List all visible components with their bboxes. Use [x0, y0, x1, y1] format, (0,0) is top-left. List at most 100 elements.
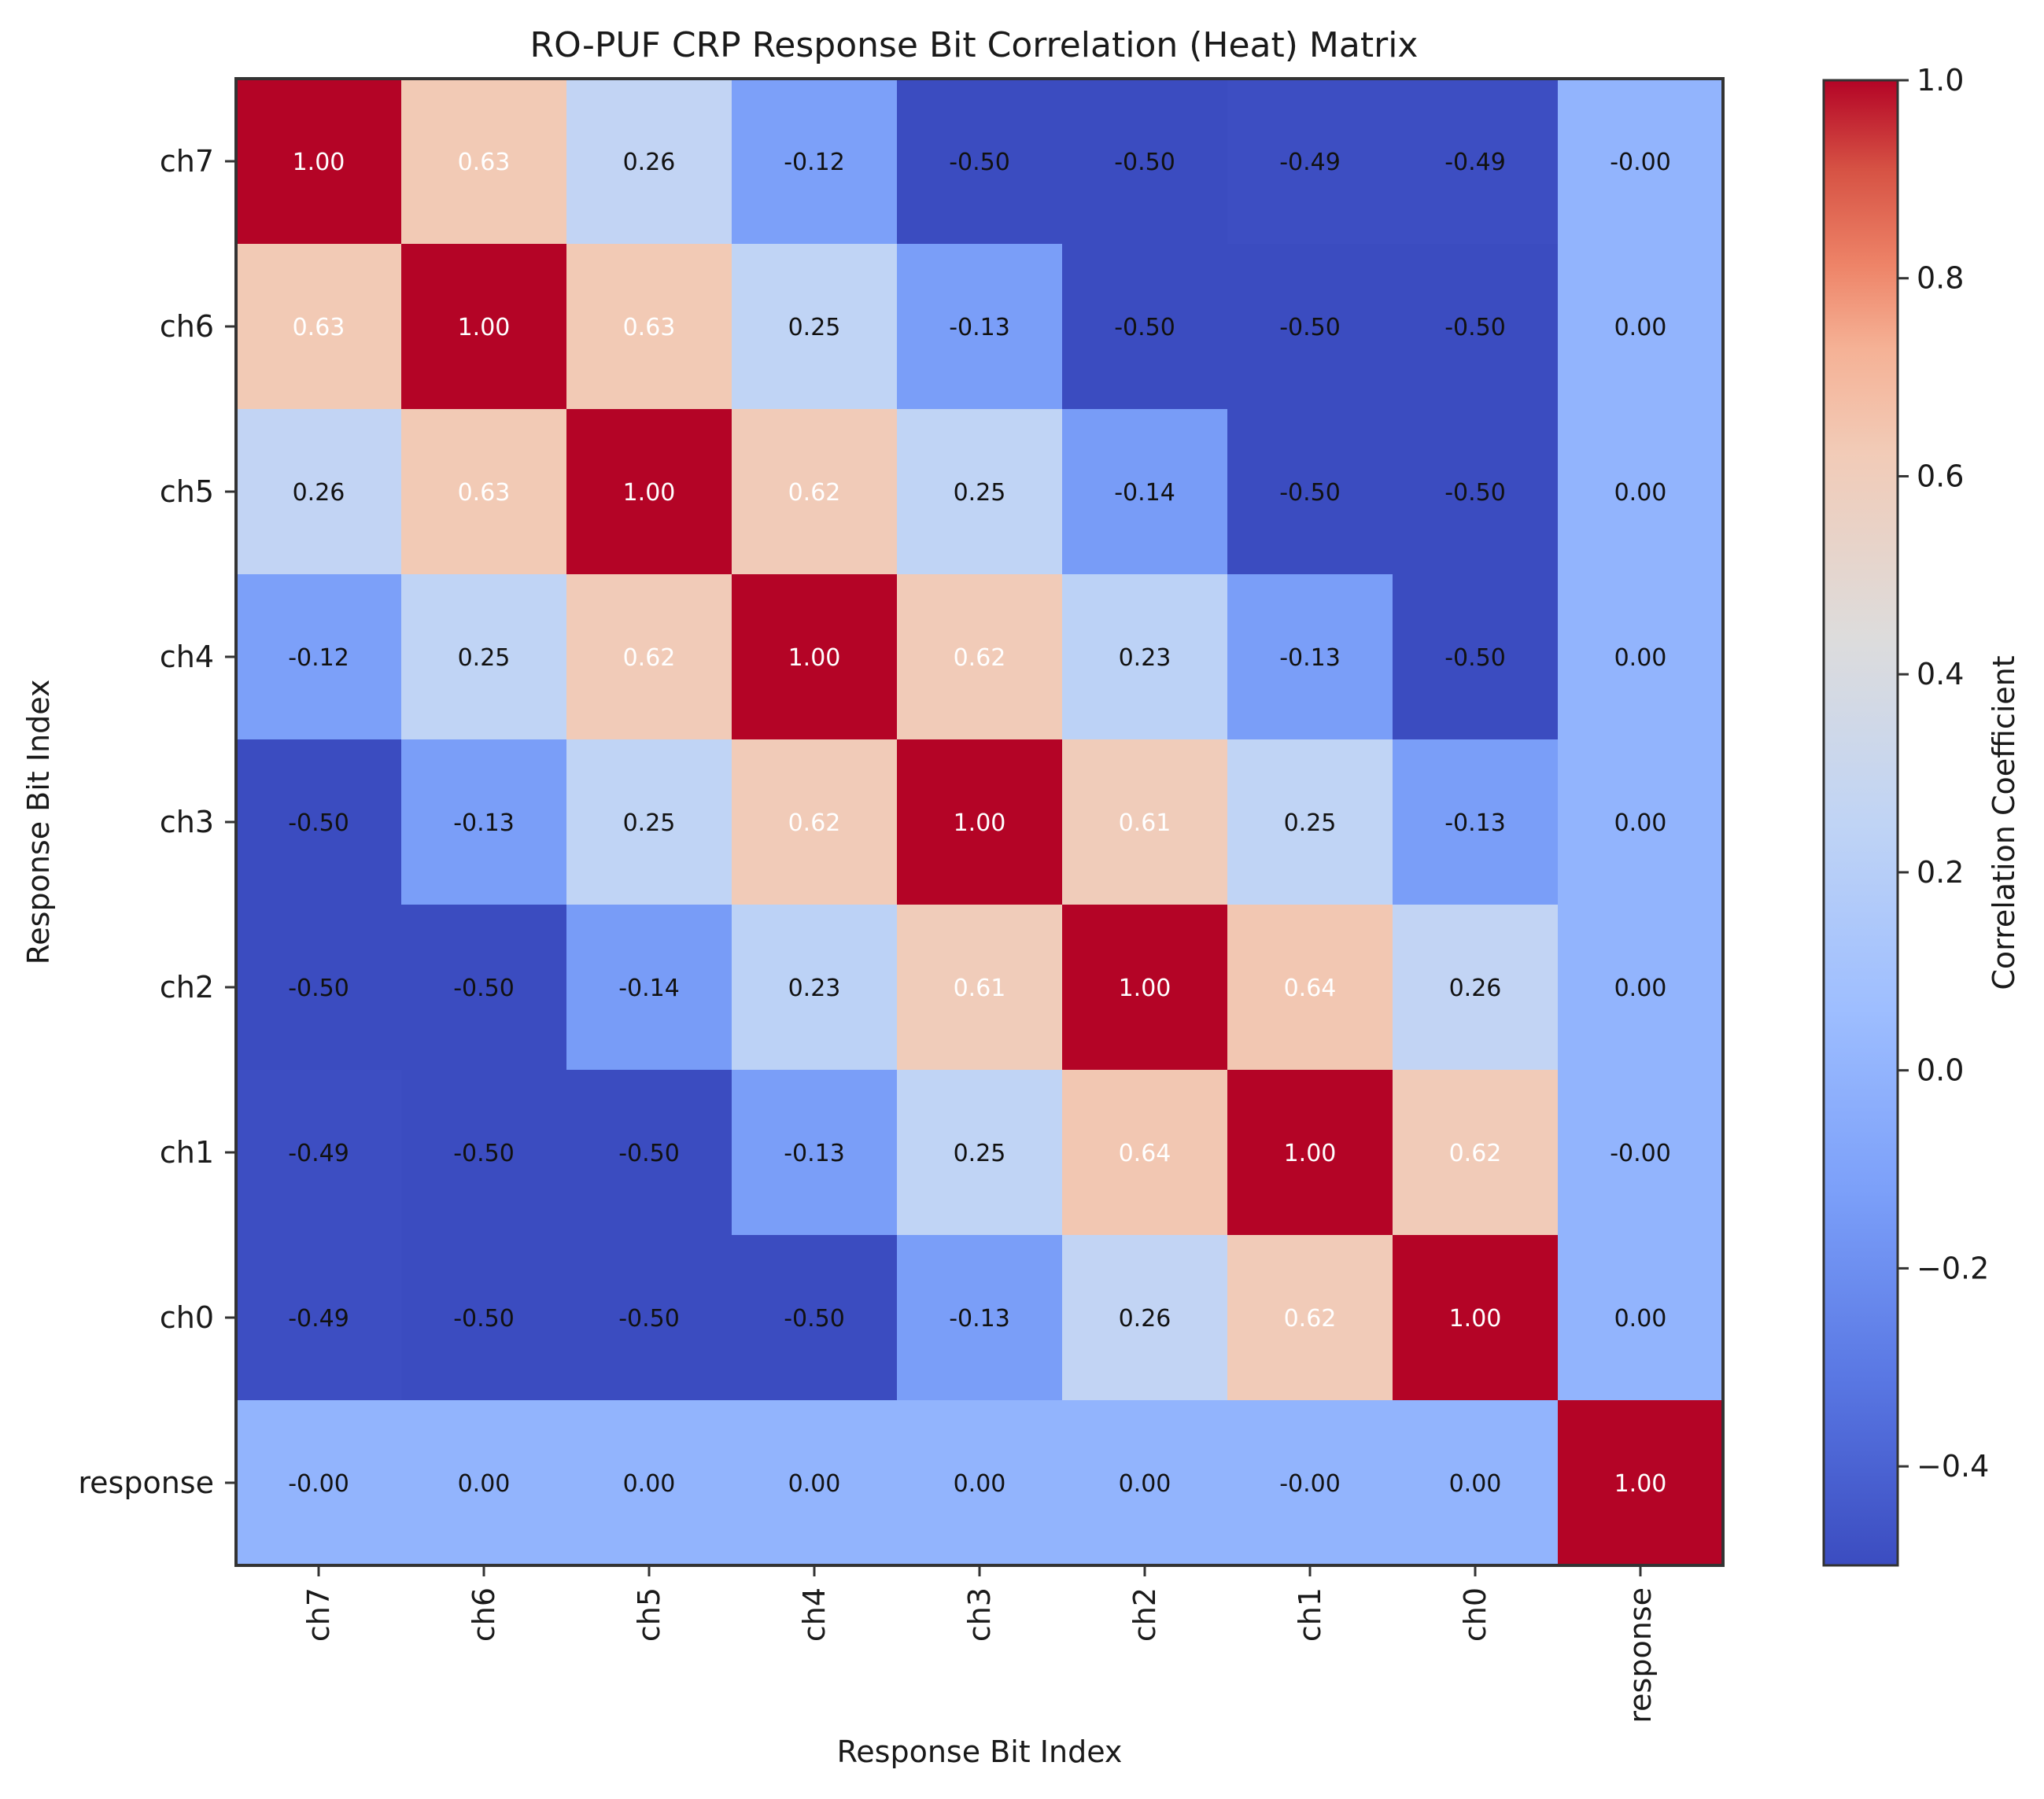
y-tick-label: response	[78, 1465, 214, 1500]
heatmap-cell-ch1-ch4	[732, 1070, 898, 1236]
cell-label-ch6-ch3: -0.13	[949, 314, 1010, 341]
heatmap-cell-ch6-ch4	[732, 244, 898, 410]
cell-label-ch7-ch6: 0.63	[458, 149, 511, 176]
heatmap-cell-ch6-ch1	[1227, 244, 1393, 410]
x-tick-label: ch0	[1458, 1587, 1492, 1642]
heatmap-cell-ch0-response	[1558, 1235, 1724, 1401]
cell-label-ch1-ch3: 0.25	[954, 1140, 1006, 1167]
cell-label-ch5-ch5: 1.00	[623, 479, 676, 507]
x-tick-label: ch7	[301, 1587, 336, 1642]
y-tick-label: ch2	[160, 970, 214, 1005]
heatmap-cell-ch0-ch1	[1227, 1235, 1393, 1401]
heatmap-cell-ch3-ch1	[1227, 739, 1393, 905]
heatmap-cell-ch3-ch3	[897, 739, 1063, 905]
y-tick-label: ch4	[160, 640, 214, 674]
heatmap-cell-ch4-ch6	[401, 574, 567, 740]
heatmap-cell-ch4-ch1	[1227, 574, 1393, 740]
heatmap-cell-ch7-ch0	[1393, 79, 1559, 245]
cell-label-ch2-ch4: 0.23	[788, 975, 841, 1002]
cell-label-ch2-response: 0.00	[1614, 975, 1667, 1002]
cell-label-ch0-ch6: -0.50	[453, 1305, 515, 1333]
heatmap-cell-response-ch6	[401, 1400, 567, 1566]
cell-label-ch0-ch0: 1.00	[1449, 1305, 1502, 1333]
heatmap-cell-ch6-ch0	[1393, 244, 1559, 410]
y-tick-label: ch6	[160, 309, 214, 344]
y-axis-ticks: ch7 ch6 ch5 ch4 ch3 ch2 ch1 ch0 response	[78, 144, 236, 1500]
heatmap-cell-ch1-ch3	[897, 1070, 1063, 1236]
cell-label-ch7-ch7: 1.00	[293, 149, 345, 176]
x-axis-label: Response Bit Index	[837, 1734, 1123, 1769]
cell-label-ch3-response: 0.00	[1614, 809, 1667, 837]
cell-label-ch2-ch2: 1.00	[1119, 975, 1171, 1002]
y-axis-label: Response Bit Index	[21, 680, 56, 965]
heatmap-cell-response-ch3	[897, 1400, 1063, 1566]
cell-label-ch1-ch7: -0.49	[288, 1140, 349, 1167]
colorbar-tick-label: 0.2	[1917, 855, 1964, 890]
cell-label-ch5-ch4: 0.62	[788, 479, 841, 507]
colorbar	[1822, 79, 1899, 1567]
heatmap-cell-ch5-ch3	[897, 409, 1063, 575]
y-tick-label: ch3	[160, 805, 214, 839]
heatmap-cell-ch0-ch4	[732, 1235, 898, 1401]
cell-label-ch4-ch5: 0.62	[623, 644, 676, 672]
cell-label-ch4-ch6: 0.25	[458, 644, 511, 672]
y-tick-label: ch5	[160, 474, 214, 509]
cell-label-ch2-ch5: -0.14	[618, 975, 680, 1002]
heatmap-cell-ch5-ch4	[732, 409, 898, 575]
colorbar-tick-label: 1.0	[1917, 63, 1964, 98]
cell-label-ch0-ch3: -0.13	[949, 1305, 1010, 1333]
heatmap-cell-ch4-ch2	[1062, 574, 1228, 740]
cell-label-ch0-ch4: -0.50	[784, 1305, 845, 1333]
colorbar-tick-label: −0.4	[1917, 1449, 1989, 1484]
heatmap-cell-ch5-ch2	[1062, 409, 1228, 575]
colorbar-tick-label: 0.4	[1917, 657, 1964, 691]
heatmap-cell-ch5-ch0	[1393, 409, 1559, 575]
heatmap-cell-ch4-ch3	[897, 574, 1063, 740]
cell-label-ch3-ch6: -0.13	[453, 809, 515, 837]
heatmap-cell-ch3-ch0	[1393, 739, 1559, 905]
heatmap-cell-ch0-ch2	[1062, 1235, 1228, 1401]
heatmap-cell-ch5-ch1	[1227, 409, 1393, 575]
cell-label-response-ch1: -0.00	[1279, 1470, 1341, 1498]
cell-label-ch6-response: 0.00	[1614, 314, 1667, 341]
heatmap-cell-ch1-response	[1558, 1070, 1724, 1236]
cell-label-ch7-ch3: -0.50	[949, 149, 1010, 176]
heatmap-cell-ch1-ch7	[236, 1070, 402, 1236]
cell-label-ch4-ch1: -0.13	[1279, 644, 1341, 672]
heatmap-cell-ch2-ch3	[897, 905, 1063, 1071]
cell-label-ch3-ch3: 1.00	[954, 809, 1006, 837]
heatmap-cell-response-ch0	[1393, 1400, 1559, 1566]
heatmap-cell-ch2-ch0	[1393, 905, 1559, 1071]
heatmap-cell-ch7-ch7	[236, 79, 402, 245]
cell-label-ch1-response: -0.00	[1610, 1140, 1671, 1167]
cell-label-ch7-ch0: -0.49	[1444, 149, 1506, 176]
cell-label-ch5-ch0: -0.50	[1444, 479, 1506, 507]
cell-label-ch6-ch2: -0.50	[1114, 314, 1175, 341]
heatmap-cell-ch4-ch4	[732, 574, 898, 740]
heatmap-cell-ch4-response	[1558, 574, 1724, 740]
cell-label-ch0-ch7: -0.49	[288, 1305, 349, 1333]
cell-label-response-ch0: 0.00	[1449, 1470, 1502, 1498]
cell-label-ch7-ch4: -0.12	[784, 149, 845, 176]
heatmap-cell-ch6-ch7	[236, 244, 402, 410]
heatmap-cell-ch6-ch3	[897, 244, 1063, 410]
cell-label-ch3-ch5: 0.25	[623, 809, 676, 837]
cell-label-ch5-ch2: -0.14	[1114, 479, 1175, 507]
cell-label-response-ch2: 0.00	[1119, 1470, 1171, 1498]
heatmap-cell-ch3-ch7	[236, 739, 402, 905]
heatmap-cell-ch2-ch1	[1227, 905, 1393, 1071]
heatmap-cell-response-ch5	[566, 1400, 732, 1566]
cell-label-ch3-ch0: -0.13	[1444, 809, 1506, 837]
colorbar-tick-label: 0.0	[1917, 1053, 1964, 1088]
heatmap-cell-ch0-ch0	[1393, 1235, 1559, 1401]
chart-title: RO-PUF CRP Response Bit Correlation (Hea…	[530, 25, 1419, 65]
cell-label-ch5-response: 0.00	[1614, 479, 1667, 507]
heatmap-cell-ch0-ch3	[897, 1235, 1063, 1401]
heatmap-cell-ch5-ch7	[236, 409, 402, 575]
heatmap-cell-ch1-ch1	[1227, 1070, 1393, 1236]
cell-label-ch5-ch7: 0.26	[293, 479, 345, 507]
heatmap-cell-ch1-ch6	[401, 1070, 567, 1236]
cell-label-ch1-ch2: 0.64	[1119, 1140, 1171, 1167]
cell-label-response-ch7: -0.00	[288, 1470, 349, 1498]
